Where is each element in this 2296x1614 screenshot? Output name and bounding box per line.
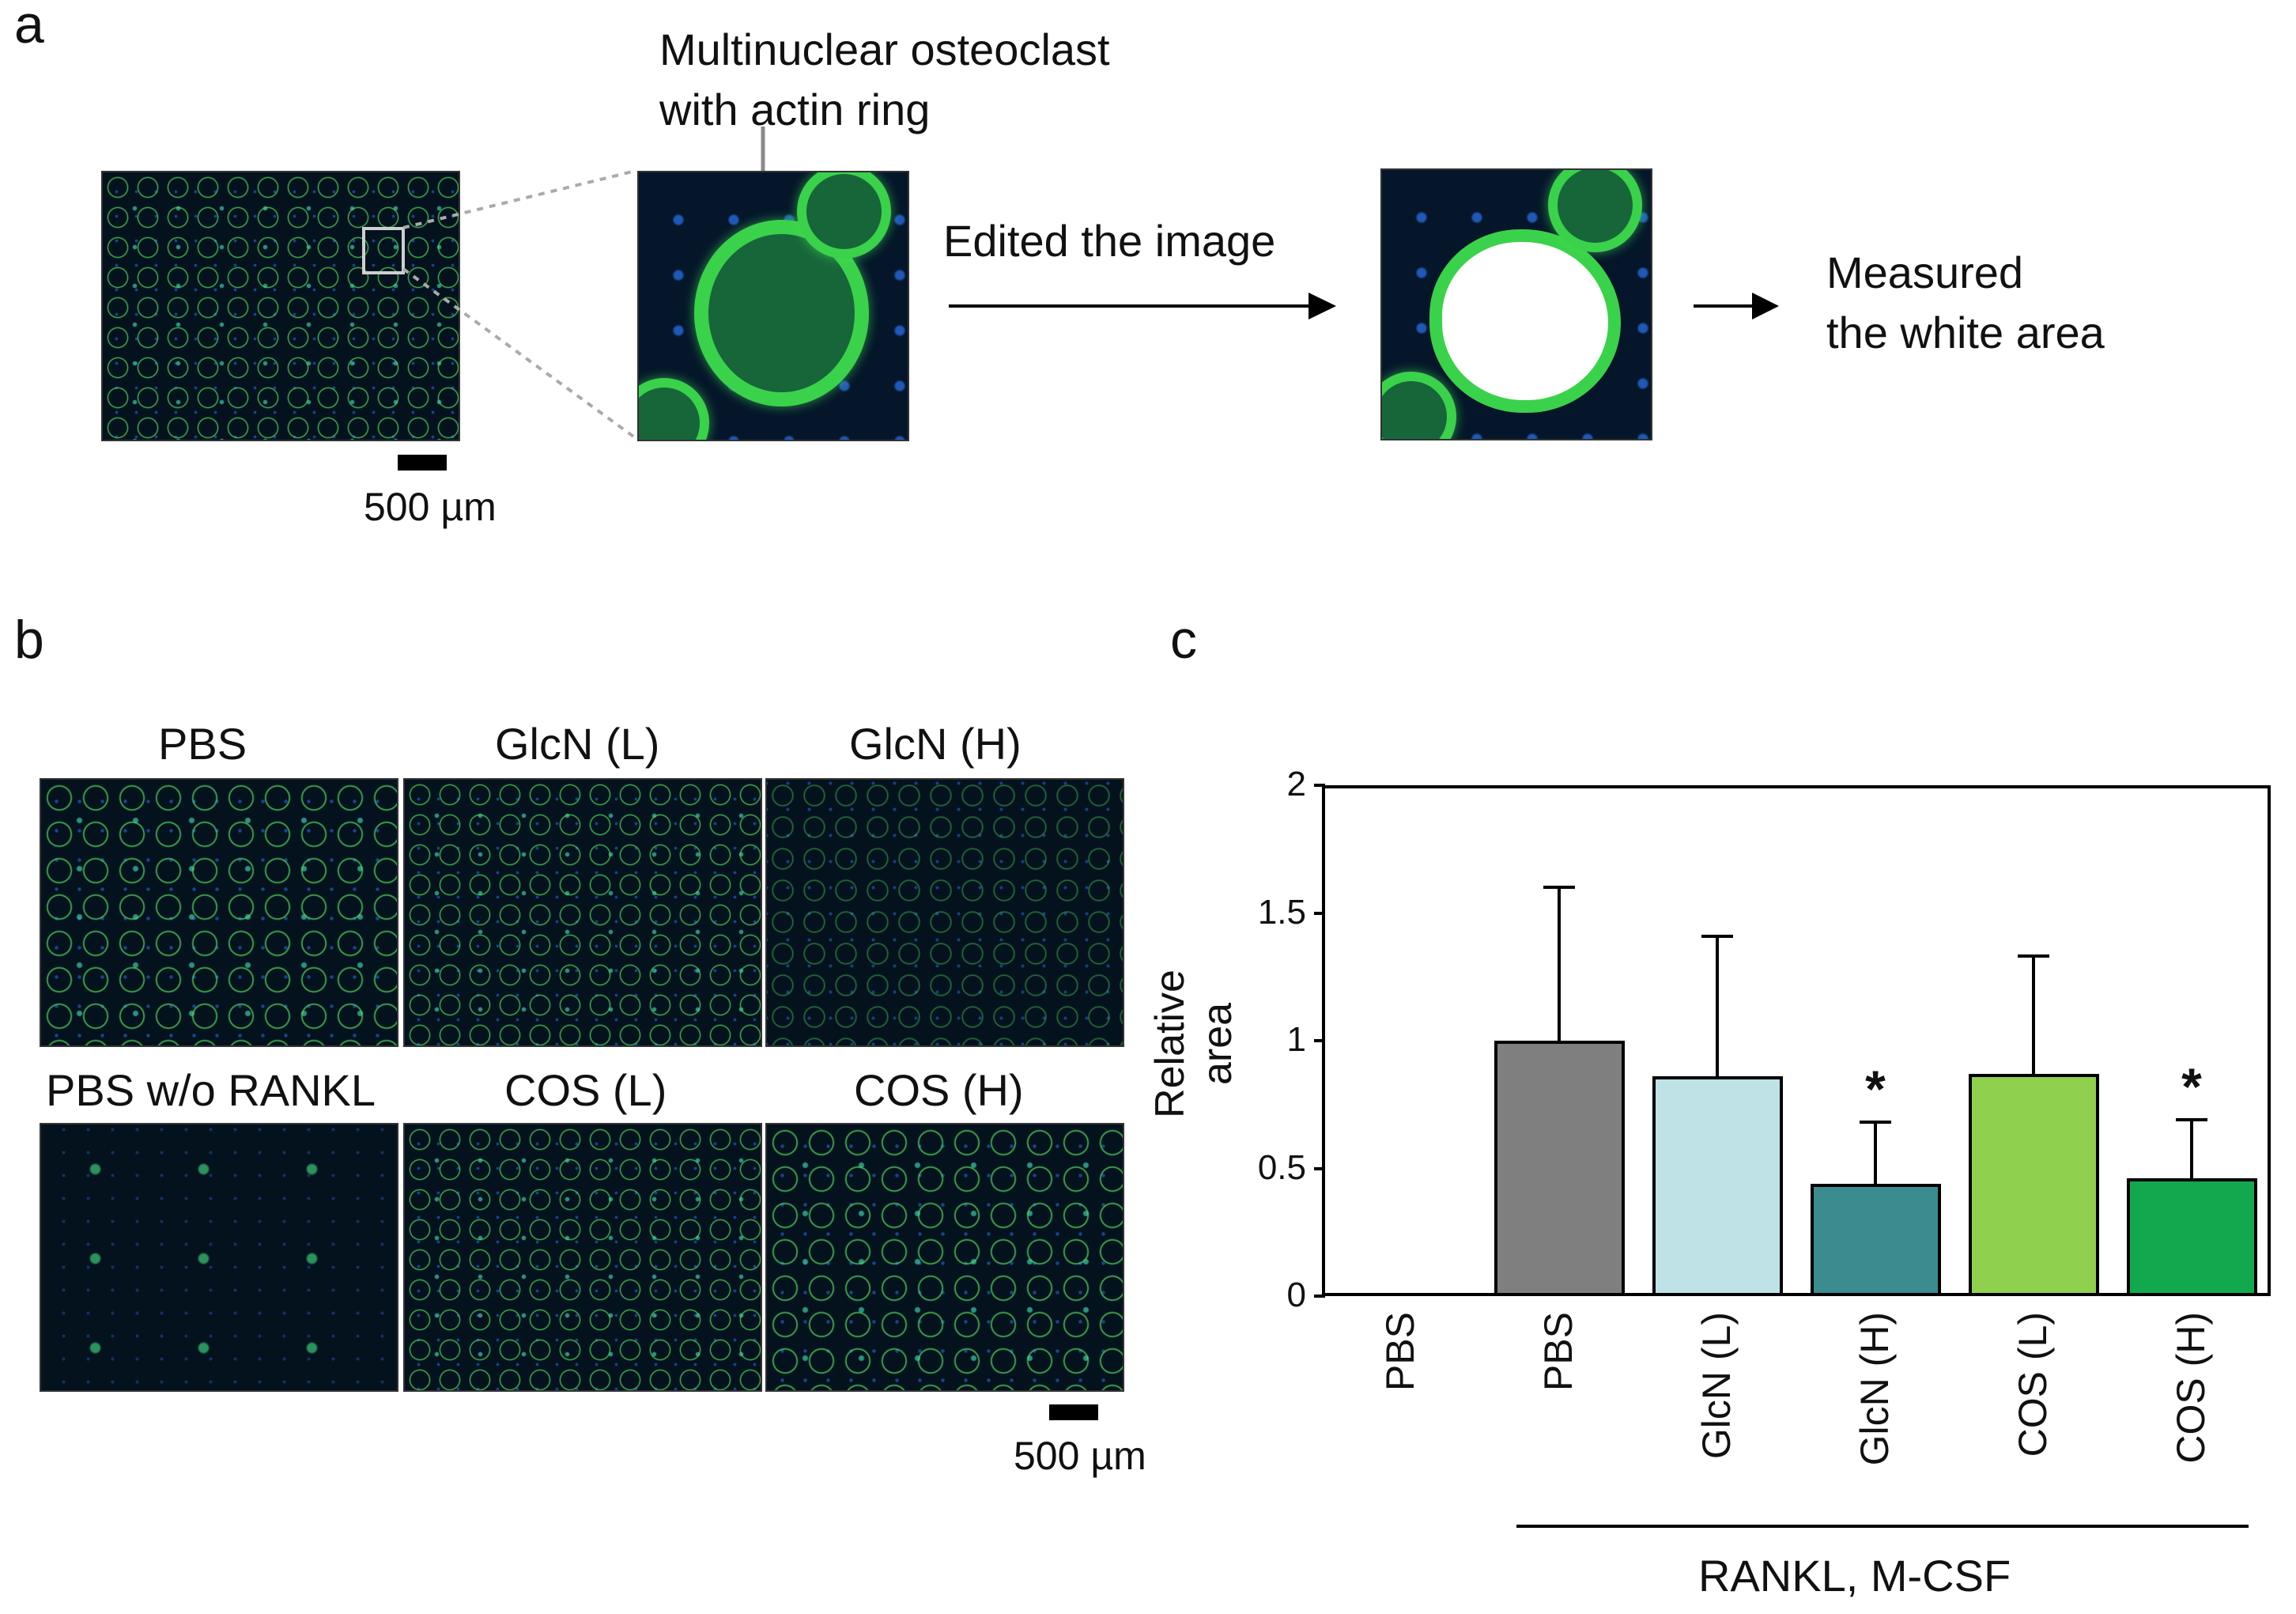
neighbor-cell xyxy=(797,172,891,259)
image-label-cos-h: COS (H) xyxy=(854,1065,1024,1115)
micrograph-glcn-h xyxy=(765,778,1124,1047)
error-bar xyxy=(1716,936,1719,1077)
error-bar-cap xyxy=(2176,1118,2207,1122)
error-bar xyxy=(2190,1120,2193,1179)
micrograph-cos-h xyxy=(765,1123,1124,1392)
micrograph-cos-l xyxy=(403,1123,762,1392)
step-measured-line-1: Measured xyxy=(1826,248,2024,297)
error-bar-cap xyxy=(1860,1121,1891,1125)
x-category-label: PBS xyxy=(1378,1312,1422,1392)
y-tick-label: 0 xyxy=(1286,1276,1306,1314)
annotation-line-1: Multinuclear osteoclast xyxy=(659,25,1110,74)
bar xyxy=(1494,1041,1625,1296)
step-edited-label: Edited the image xyxy=(943,216,1276,266)
bar xyxy=(1968,1073,2099,1296)
panel-c-letter: c xyxy=(1170,610,1197,670)
x-category-label: COS (L) xyxy=(2011,1312,2055,1457)
group-label: RANKL, M-CSF xyxy=(1698,1551,2011,1601)
y-tick-label: 2 xyxy=(1286,765,1306,803)
error-bar-cap xyxy=(1701,934,1733,938)
image-label-cos-l: COS (L) xyxy=(504,1065,667,1115)
scale-bar-a xyxy=(398,455,447,471)
overview-micrograph xyxy=(101,171,460,441)
image-label-glcn-l: GlcN (L) xyxy=(495,719,660,769)
significance-marker: * xyxy=(1865,1060,1886,1119)
error-bar xyxy=(2032,956,2035,1074)
y-axis-label: Relative area xyxy=(1147,970,1241,1118)
scale-label-b: 500 µm xyxy=(1014,1434,1146,1478)
micrograph-glcn-l xyxy=(403,778,762,1047)
micrograph-pbs-wo-rankl xyxy=(40,1123,398,1392)
zoom-selection-box xyxy=(362,227,405,274)
edited-osteoclast-image xyxy=(1380,168,1652,440)
zoomed-osteoclast-image xyxy=(637,171,909,441)
x-category-label: COS (H) xyxy=(2169,1312,2213,1464)
panel-a-letter: a xyxy=(14,0,44,55)
error-bar-cap xyxy=(1543,886,1575,890)
panel-b-letter: b xyxy=(14,610,44,670)
y-tick-mark xyxy=(1314,1295,1325,1298)
image-label-glcn-h: GlcN (H) xyxy=(849,719,1021,769)
y-tick-label: 0.5 xyxy=(1257,1147,1306,1187)
x-category-label: GlcN (H) xyxy=(1852,1312,1897,1466)
error-bar-cap xyxy=(2018,954,2049,958)
scale-bar-b xyxy=(1049,1404,1098,1420)
y-tick-label: 1 xyxy=(1286,1020,1306,1059)
error-bar xyxy=(1874,1122,1877,1184)
micrograph-pbs xyxy=(40,778,398,1047)
image-label-pbs: PBS xyxy=(158,719,247,769)
step-measured-line-2: the white area xyxy=(1826,308,2105,357)
y-tick-mark xyxy=(1314,1166,1325,1170)
y-tick-mark xyxy=(1314,784,1325,787)
bar xyxy=(1652,1076,1783,1296)
scale-label-a: 500 µm xyxy=(364,485,497,529)
group-bracket-line xyxy=(1516,1525,2249,1528)
bar xyxy=(1810,1183,1941,1296)
error-bar xyxy=(1558,887,1561,1041)
y-tick-label: 1.5 xyxy=(1257,892,1306,932)
image-label-pbs-wo-rankl: PBS w/o RANKL xyxy=(46,1065,376,1115)
x-category-label: PBS xyxy=(1536,1312,1580,1392)
significance-marker: * xyxy=(2181,1057,2202,1117)
annotation-line-2: with actin ring xyxy=(659,85,931,134)
y-tick-mark xyxy=(1314,911,1325,915)
x-category-label: GlcN (L) xyxy=(1694,1312,1739,1460)
bar xyxy=(2126,1178,2257,1296)
y-tick-mark xyxy=(1314,1039,1325,1042)
